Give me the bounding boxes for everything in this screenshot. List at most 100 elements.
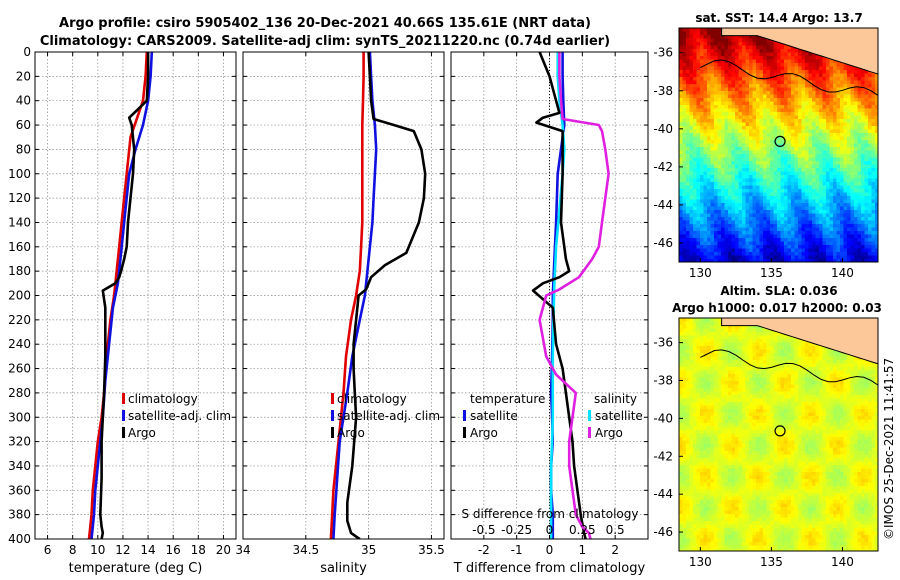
map-cell <box>682 196 687 200</box>
map-cell <box>749 234 753 239</box>
map-cell <box>689 38 694 43</box>
map-cell <box>745 143 750 148</box>
map-cell <box>836 189 841 193</box>
map-cell <box>784 119 788 123</box>
map-cell <box>756 52 760 57</box>
map-cell <box>749 157 753 162</box>
map-cell <box>791 105 795 109</box>
map-cell <box>868 73 872 78</box>
map-cell <box>875 136 878 141</box>
map-cell <box>714 217 718 221</box>
map-cell <box>752 70 757 74</box>
map-cell <box>766 143 771 148</box>
map-cell <box>717 224 722 228</box>
map-cell <box>819 147 823 151</box>
map-cell <box>812 66 816 71</box>
map-cell <box>703 122 708 127</box>
map-cell <box>724 259 729 262</box>
map-cell <box>707 220 711 225</box>
map-cell <box>686 45 690 50</box>
map-cell <box>826 360 830 364</box>
map-cell <box>693 231 697 235</box>
map-cell <box>731 259 736 262</box>
map-cell <box>875 213 878 218</box>
map-cell <box>847 182 851 186</box>
map-cell <box>714 234 718 239</box>
map-cell <box>784 73 788 78</box>
map-cell <box>784 143 788 148</box>
map-cell <box>714 335 718 340</box>
map-cell <box>826 164 830 169</box>
map-cell <box>714 182 718 186</box>
map-cell <box>735 189 739 193</box>
map-cell <box>861 227 865 232</box>
map-cell <box>836 119 841 123</box>
map-cell <box>735 147 739 151</box>
map-cell <box>780 164 785 169</box>
map-cell <box>703 115 708 120</box>
map-cell <box>735 356 739 361</box>
map-cell <box>864 77 869 81</box>
map-x-tick-label: 140 <box>831 266 854 280</box>
map-cell <box>759 115 764 120</box>
map-cell <box>864 171 869 176</box>
map-cell <box>854 66 858 71</box>
map-cell <box>815 94 820 99</box>
map-cell <box>864 210 869 214</box>
map-cell <box>864 175 869 179</box>
map-cell <box>822 150 827 155</box>
map-cell <box>871 122 876 127</box>
map-cell <box>752 91 757 95</box>
map-cell <box>700 353 704 357</box>
map-cell <box>717 63 722 67</box>
map-cell <box>756 49 760 53</box>
map-cell <box>738 59 743 64</box>
map-cell <box>696 80 701 85</box>
map-cell <box>777 189 781 193</box>
map-cell <box>861 70 865 74</box>
map-cell <box>773 360 778 364</box>
map-cell <box>854 147 858 151</box>
map-cell <box>801 213 806 218</box>
map-cell <box>756 363 760 368</box>
map-cell <box>703 192 708 197</box>
map-cell <box>836 126 841 130</box>
map-cell <box>784 147 788 151</box>
map-cell <box>749 252 753 256</box>
map-cell <box>808 129 813 134</box>
map-cell <box>864 259 869 262</box>
map-cell <box>794 217 799 221</box>
map-cell <box>728 119 732 123</box>
map-cell <box>808 122 813 127</box>
map-cell <box>815 203 820 207</box>
map-cell <box>682 171 687 176</box>
map-cell <box>773 52 778 57</box>
map-cell <box>710 73 715 78</box>
map-cell <box>752 234 757 239</box>
map-cell <box>857 227 862 232</box>
map-cell <box>773 94 778 99</box>
map-y-tick-label: -42 <box>653 160 673 174</box>
map-cell <box>714 129 718 134</box>
map-cell <box>759 59 764 64</box>
map-cell <box>854 210 858 214</box>
map-cell <box>724 234 729 239</box>
map-cell <box>749 80 753 85</box>
map-cell <box>854 220 858 225</box>
map-cell <box>843 210 848 214</box>
map-cell <box>686 238 690 242</box>
map-cell <box>805 140 809 144</box>
map-cell <box>805 52 809 57</box>
map-cell <box>857 154 862 158</box>
map-cell <box>717 234 722 239</box>
map-cell <box>826 178 830 183</box>
map-cell <box>815 98 820 102</box>
map-cell <box>710 342 715 347</box>
map-cell <box>770 213 774 218</box>
map-cell <box>777 49 781 53</box>
map-cell <box>721 210 725 214</box>
map-cell <box>871 178 876 183</box>
map-cell <box>682 42 687 46</box>
map-cell <box>819 199 823 204</box>
map-cell <box>756 234 760 239</box>
